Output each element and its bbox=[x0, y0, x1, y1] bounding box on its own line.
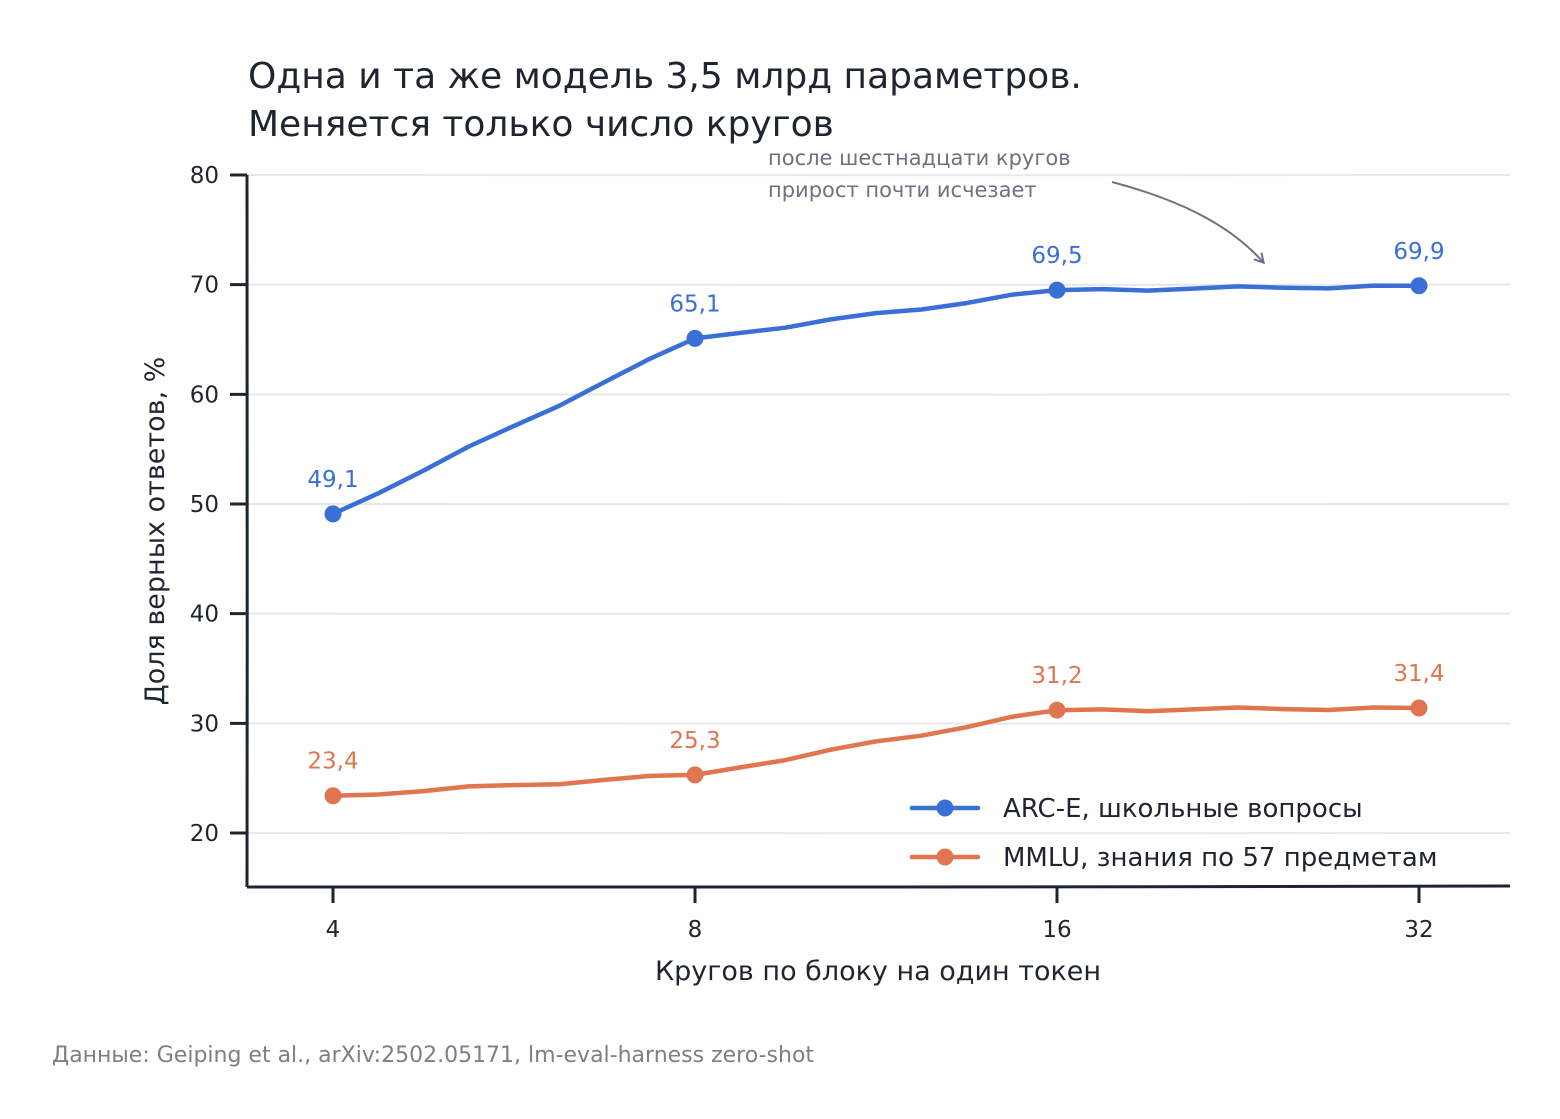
annotation-arrow bbox=[1111, 181, 1263, 262]
gridline-y-70 bbox=[246, 283, 1511, 287]
data-label-2-4: 23,4 bbox=[307, 749, 358, 775]
data-label-1-4: 49,1 bbox=[307, 467, 358, 493]
x-tick-label-32: 32 bbox=[1404, 917, 1433, 943]
source-note: Данные: Geiping et al., arXiv:2502.05171… bbox=[52, 1043, 814, 1068]
y-tick-label-40: 40 bbox=[190, 602, 219, 628]
gridline-y-60 bbox=[246, 392, 1511, 396]
data-point-2-32 bbox=[1410, 699, 1428, 717]
y-tick-label-50: 50 bbox=[190, 492, 219, 518]
gridline-y-30 bbox=[246, 721, 1511, 725]
data-label-2-16: 31,2 bbox=[1031, 663, 1082, 689]
data-point-2-8 bbox=[686, 766, 704, 784]
legend: ARC-E, школьные вопросы MMLU, знания по 5… bbox=[909, 794, 1437, 873]
data-label-1-16: 69,5 bbox=[1031, 243, 1082, 269]
gridline-y-50 bbox=[246, 502, 1511, 506]
x-tick-label-16: 16 bbox=[1042, 917, 1071, 943]
x-axis-label: Кругов по блоку на один токен bbox=[655, 956, 1101, 987]
gridline-y-40 bbox=[246, 612, 1511, 616]
data-point-1-32 bbox=[1410, 277, 1428, 295]
annotation-line-2: прирост почти исчезает bbox=[768, 178, 1037, 202]
legend-entry-2: MMLU, знания по 57 предметам bbox=[1003, 843, 1437, 873]
annotation-line-1: после шестнадцати кругов bbox=[768, 146, 1071, 170]
data-point-1-4 bbox=[324, 505, 342, 523]
legend-entry-1: ARC-E, школьные вопросы bbox=[1003, 794, 1363, 824]
chart-title-line-2: Меняется только число кругов bbox=[248, 104, 834, 145]
series-2: 23,4 25,3 31,2 31,4 bbox=[307, 661, 1445, 805]
y-axis-label: Доля верных ответов, % bbox=[140, 357, 171, 706]
x-axis-line bbox=[246, 884, 1511, 889]
data-label-2-32: 31,4 bbox=[1393, 661, 1444, 687]
data-point-1-8 bbox=[686, 329, 704, 347]
legend-swatch-marker-1 bbox=[936, 799, 954, 817]
annotation: после шестнадцати кругов прирост почти и… bbox=[768, 146, 1263, 262]
series-line-1 bbox=[330, 283, 1422, 517]
series-line-2 bbox=[330, 705, 1422, 798]
chart-title-line-1: Одна и та же модель 3,5 млрд параметров. bbox=[248, 56, 1082, 97]
data-label-1-8: 65,1 bbox=[669, 291, 720, 317]
gridline-y-20 bbox=[246, 831, 1511, 835]
series-1: 49,1 65,1 69,5 69,9 bbox=[307, 239, 1445, 523]
data-label-2-8: 25,3 bbox=[669, 728, 720, 754]
y-tick-label-20: 20 bbox=[190, 821, 219, 847]
x-ticks: 4 8 16 32 bbox=[326, 887, 1434, 943]
data-label-1-32: 69,9 bbox=[1393, 239, 1444, 265]
y-tick-label-70: 70 bbox=[190, 273, 219, 299]
data-point-2-4 bbox=[324, 787, 342, 805]
x-tick-label-4: 4 bbox=[326, 917, 341, 943]
y-ticks: 20 30 40 50 60 70 80 bbox=[190, 163, 247, 847]
x-tick-label-8: 8 bbox=[688, 917, 703, 943]
axes bbox=[245, 174, 1511, 889]
legend-swatch-marker-2 bbox=[936, 848, 954, 866]
y-axis-line bbox=[245, 174, 249, 888]
series: 49,1 65,1 69,5 69,9 23,4 25,3 31,2 31,4 bbox=[307, 239, 1445, 805]
gridline-y-80 bbox=[246, 173, 1511, 177]
gridlines bbox=[246, 173, 1511, 835]
data-point-2-16 bbox=[1048, 701, 1066, 719]
y-tick-label-60: 60 bbox=[190, 382, 219, 408]
data-point-1-16 bbox=[1048, 281, 1066, 299]
y-tick-label-80: 80 bbox=[190, 163, 219, 189]
y-tick-label-30: 30 bbox=[190, 711, 219, 737]
